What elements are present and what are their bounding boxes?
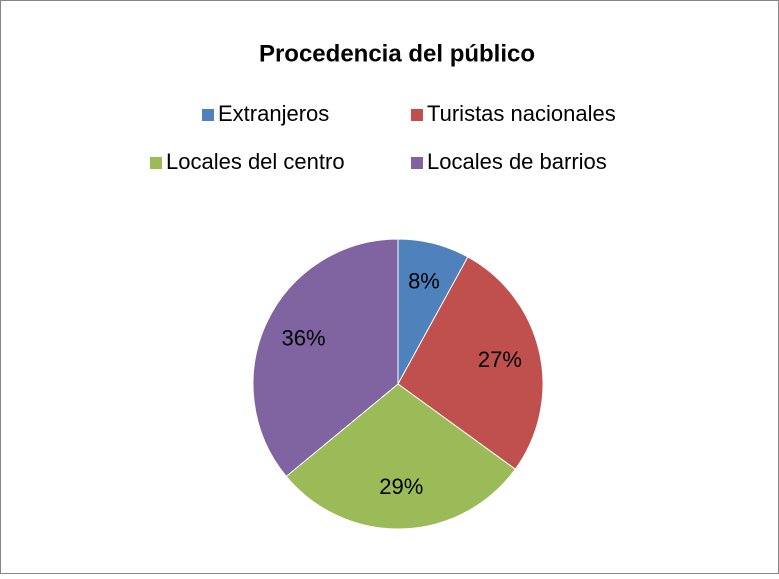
data-label: 29% [379,474,423,499]
legend-swatch [411,157,423,169]
legend-label: Locales de barrios [427,149,607,174]
chart-title: Procedencia del público [259,40,535,67]
data-label: 36% [282,325,326,350]
pie-slice [252,238,399,478]
data-label: 8% [408,269,440,294]
legend-swatch [411,109,423,121]
pie-slice [285,383,517,530]
legend-swatch [150,157,162,169]
data-label: 27% [478,347,522,372]
legend-label: Turistas nacionales [427,101,616,126]
pie-slice [397,256,544,470]
legend-label: Locales del centro [166,149,345,174]
legend-label: Extranjeros [218,101,329,126]
legend-swatch [202,109,214,121]
